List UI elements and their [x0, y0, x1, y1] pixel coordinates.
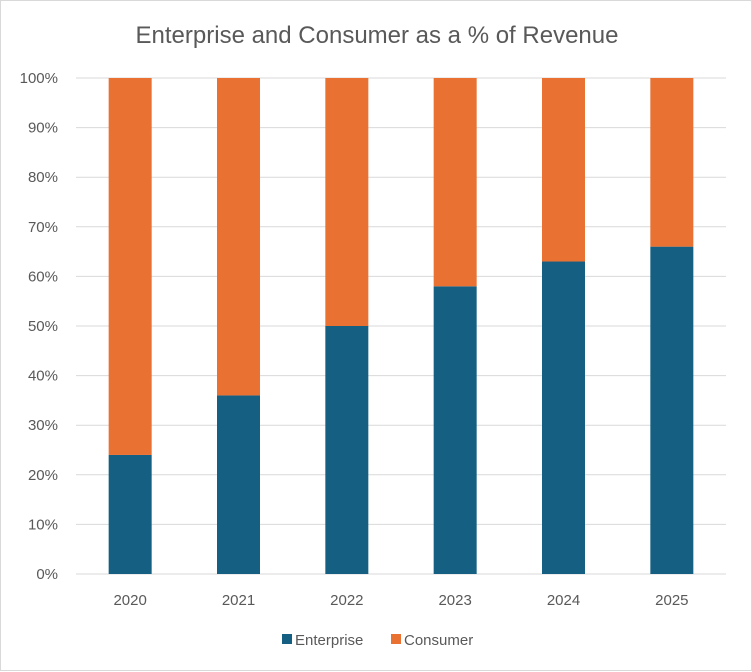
- bar-consumer-2025: [650, 78, 694, 247]
- bars: [108, 78, 694, 574]
- y-tick-label: 20%: [28, 467, 58, 484]
- y-axis-tick-labels: 0% 10% 20% 30% 40% 50% 60% 70% 80% 90% 100%: [20, 70, 58, 583]
- y-tick-label: 100%: [20, 70, 58, 87]
- bar-consumer-2020: [108, 78, 152, 455]
- y-tick-label: 40%: [28, 368, 58, 385]
- bar-enterprise-2020: [108, 454, 152, 574]
- bar-enterprise-2024: [542, 261, 585, 574]
- bar-enterprise-2022: [325, 326, 369, 574]
- x-tick-label: 2024: [547, 592, 580, 609]
- legend-label-consumer: Consumer: [404, 632, 473, 649]
- bar-enterprise-2023: [433, 286, 477, 574]
- y-tick-label: 70%: [28, 219, 58, 236]
- x-tick-label: 2025: [655, 592, 688, 609]
- y-tick-label: 50%: [28, 318, 58, 335]
- y-tick-label: 10%: [28, 516, 58, 533]
- bar-consumer-2023: [433, 78, 477, 287]
- legend: Enterprise Consumer: [282, 632, 473, 649]
- legend-swatch-consumer: [391, 634, 401, 644]
- bar-consumer-2021: [217, 78, 260, 396]
- x-tick-label: 2023: [438, 592, 471, 609]
- gridlines: [76, 77, 726, 575]
- x-tick-label: 2020: [113, 592, 146, 609]
- x-tick-label: 2022: [330, 592, 363, 609]
- bar-consumer-2022: [325, 78, 369, 326]
- y-tick-label: 0%: [36, 566, 58, 583]
- y-tick-label: 60%: [28, 268, 58, 285]
- bar-consumer-2024: [542, 78, 585, 262]
- bar-enterprise-2025: [650, 246, 694, 574]
- x-tick-label: 2021: [222, 592, 255, 609]
- bar-enterprise-2021: [217, 395, 260, 574]
- y-tick-label: 90%: [28, 120, 58, 137]
- y-tick-label: 30%: [28, 417, 58, 434]
- legend-swatch-enterprise: [282, 634, 292, 644]
- x-axis-tick-labels: 2020 2021 2022 2023 2024 2025: [113, 592, 688, 609]
- legend-label-enterprise: Enterprise: [295, 632, 363, 649]
- y-tick-label: 80%: [28, 169, 58, 186]
- chart-title: Enterprise and Consumer as a % of Revenu…: [136, 22, 619, 49]
